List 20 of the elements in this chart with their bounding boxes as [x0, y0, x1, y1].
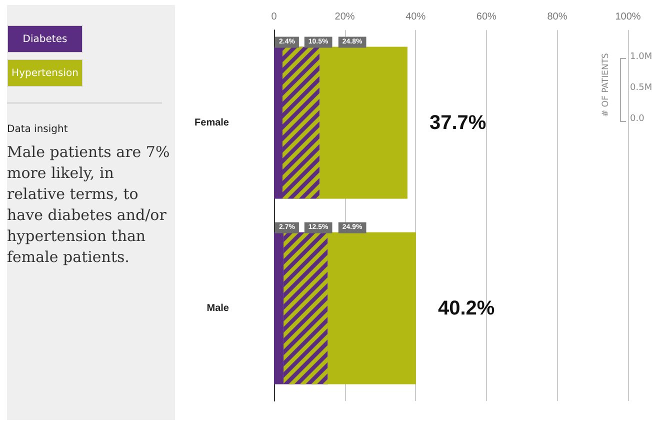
bar	[320, 46, 408, 199]
text: 1.0M	[630, 52, 652, 62]
x-tick-label: 80%	[547, 12, 568, 22]
total-label: 37.7%	[429, 112, 486, 134]
x-tick-label: 100%	[615, 12, 641, 22]
x-tick-label: 60%	[476, 12, 497, 22]
total-label: 40.2%	[438, 297, 495, 320]
x-tick-label: 40%	[406, 12, 426, 22]
text: 0.5M	[630, 83, 652, 93]
y-tick-label: Male	[206, 302, 230, 314]
x-tick-label: 0	[271, 12, 278, 22]
text: Diabetes	[7, 25, 83, 53]
y-tick-label: Female	[194, 117, 230, 128]
annotation: # OF PATIENTS	[600, 53, 611, 117]
text: Male patients are 7% more likely, in relative terms, to have diabetes and/or hypertension than female patients.	[7, 142, 171, 268]
text: Hypertension	[7, 59, 83, 87]
bar	[328, 232, 416, 384]
x-tick-label: 20%	[334, 12, 355, 22]
text: Data insight	[7, 124, 68, 135]
text: 0.0	[630, 114, 644, 124]
